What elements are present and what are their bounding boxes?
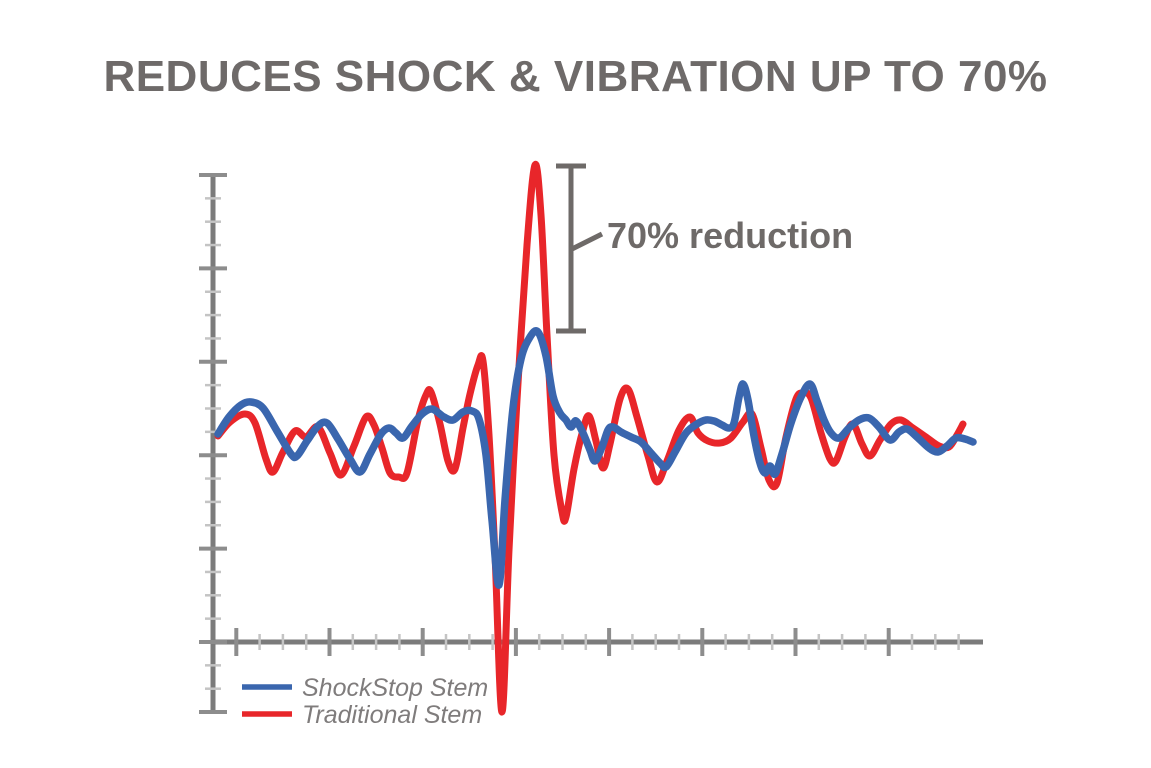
curve-traditional-stem (214, 161, 967, 716)
legend-label-traditional: Traditional Stem (302, 701, 482, 729)
reduction-bracket (556, 163, 604, 334)
series-curves (214, 161, 977, 716)
curve-shockstop-stem (214, 327, 977, 589)
axes (199, 173, 983, 715)
page-title: REDUCES SHOCK & VIBRATION UP TO 70% (103, 52, 1048, 101)
legend: ShockStop Stem Traditional Stem (242, 674, 488, 729)
bracket-pointer-line (570, 231, 604, 252)
reduction-label: 70% reduction (607, 215, 853, 256)
legend-label-shockstop: ShockStop Stem (302, 674, 488, 702)
